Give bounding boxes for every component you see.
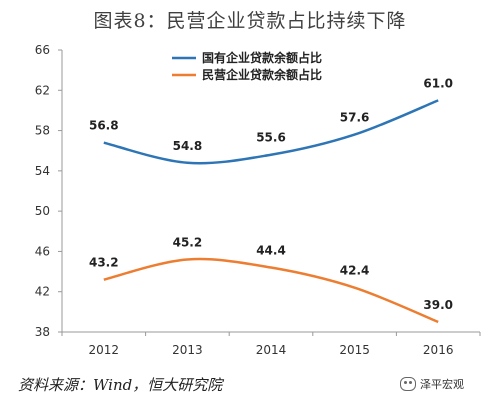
y-tick-label: 42 bbox=[35, 285, 50, 299]
legend-label: 民营企业贷款余额占比 bbox=[202, 67, 322, 82]
data-label: 56.8 bbox=[89, 119, 119, 133]
data-label: 39.0 bbox=[423, 298, 453, 312]
data-label: 45.2 bbox=[173, 235, 203, 249]
data-label: 55.6 bbox=[256, 131, 286, 145]
data-label: 44.4 bbox=[256, 244, 286, 258]
wechat-icon bbox=[400, 377, 416, 391]
data-label: 54.8 bbox=[173, 139, 203, 153]
y-tick-label: 66 bbox=[35, 43, 50, 57]
y-tick-label: 46 bbox=[35, 244, 50, 258]
data-label: 57.6 bbox=[340, 111, 370, 125]
y-tick-label: 62 bbox=[35, 83, 50, 97]
watermark-text: 泽平宏观 bbox=[420, 378, 464, 391]
y-tick-label: 38 bbox=[35, 325, 50, 339]
chart-title: 图表8：民营企业贷款占比持续下降 bbox=[93, 10, 407, 32]
watermark: 泽平宏观 bbox=[400, 376, 464, 392]
x-tick-label: 2014 bbox=[256, 343, 287, 357]
series-line-1 bbox=[103, 99, 439, 165]
x-tick-label: 2012 bbox=[89, 343, 120, 357]
y-tick-label: 50 bbox=[35, 204, 50, 218]
y-tick-label: 58 bbox=[35, 124, 50, 138]
x-tick-label: 2013 bbox=[172, 343, 203, 357]
data-label: 43.2 bbox=[89, 256, 119, 270]
series-line-2 bbox=[103, 257, 439, 324]
legend-label: 国有企业贷款余额占比 bbox=[202, 50, 322, 65]
x-tick-label: 2015 bbox=[339, 343, 370, 357]
source-note: 资料来源：Wind，恒大研究院 bbox=[18, 376, 223, 394]
data-label: 42.4 bbox=[340, 264, 370, 278]
data-label: 61.0 bbox=[423, 76, 453, 90]
x-tick-label: 2016 bbox=[423, 343, 454, 357]
y-tick-label: 54 bbox=[35, 164, 50, 178]
